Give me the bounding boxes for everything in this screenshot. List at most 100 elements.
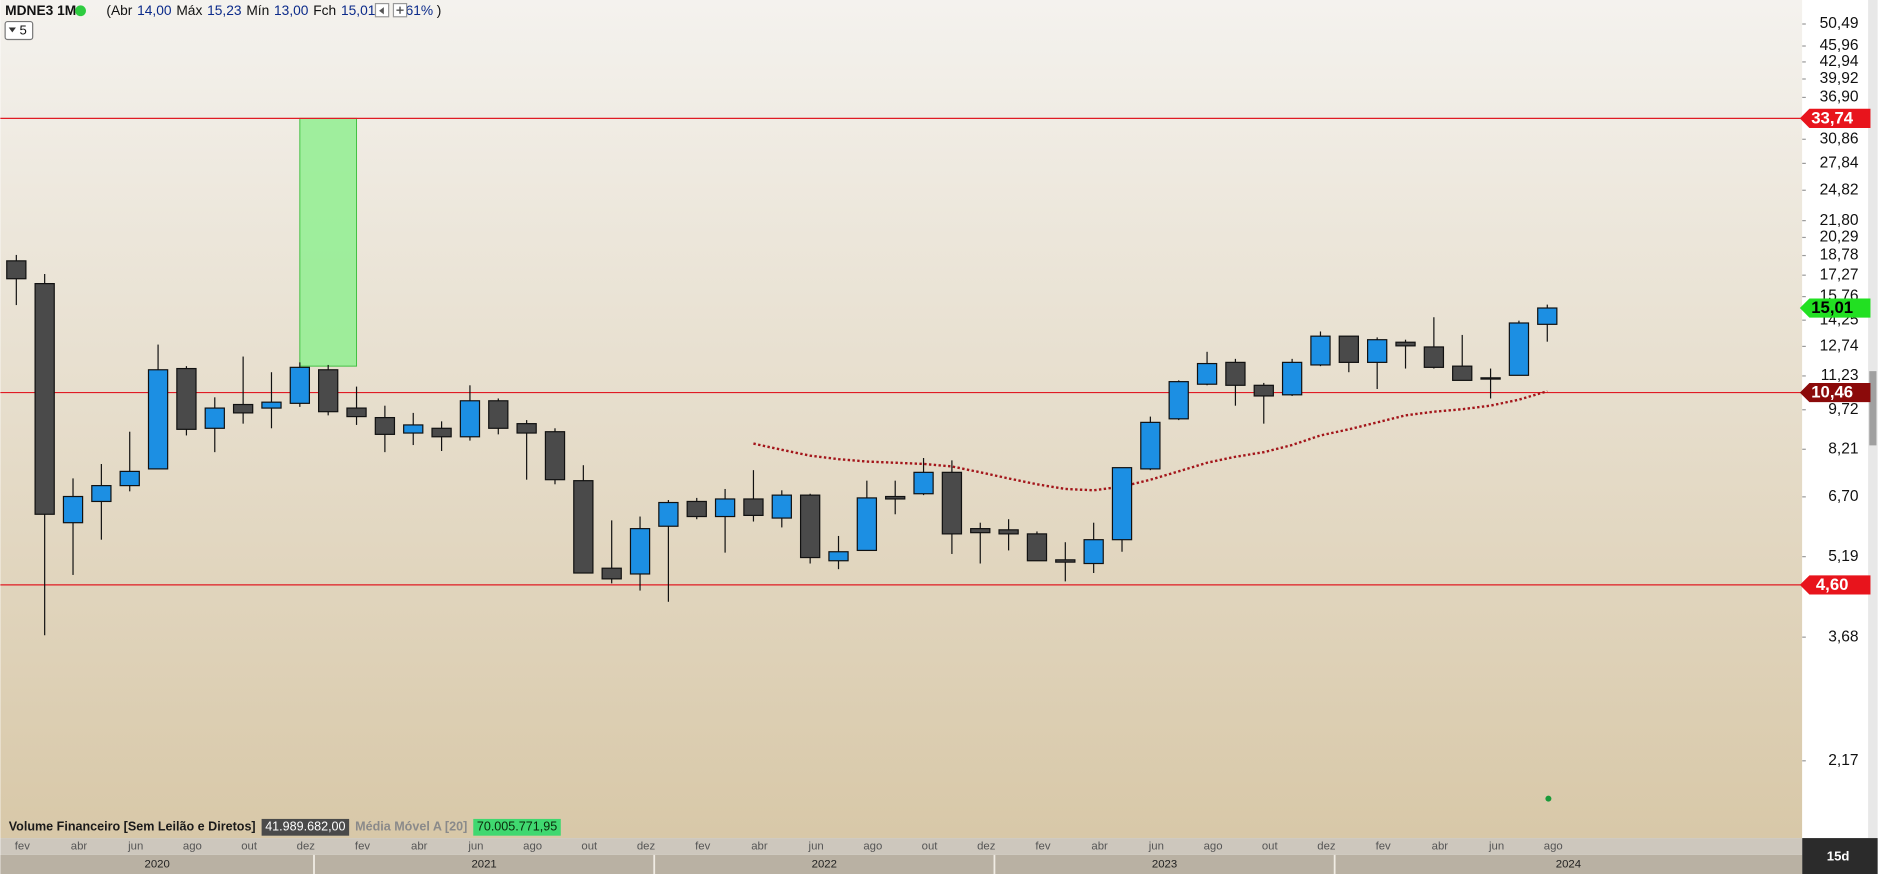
candle-body <box>771 494 792 519</box>
arrow-icon <box>379 7 384 15</box>
x-tick-label: fev <box>355 840 370 852</box>
volume-value-box <box>261 818 350 836</box>
candle-body <box>714 498 736 518</box>
y-tick-label: 9,72 <box>1828 401 1858 418</box>
x-tick-label: abr <box>751 840 768 852</box>
candle-body <box>232 403 254 414</box>
y-tick-label: 42,94 <box>1820 53 1859 70</box>
plus-icon <box>396 6 404 14</box>
candle-body <box>1196 362 1218 385</box>
timeframe[interactable]: 15d <box>1827 849 1850 864</box>
y-tick-label: 6,70 <box>1828 488 1859 505</box>
y-tick-label: 18,78 <box>1820 247 1859 264</box>
year-label: 2024 <box>1556 858 1581 870</box>
y-tick-label: 27,84 <box>1820 154 1859 171</box>
x-tick-label: ago <box>1204 840 1223 852</box>
x-tick-label: jun <box>808 840 824 852</box>
year-label: 2020 <box>145 858 170 870</box>
candle-body <box>62 495 84 524</box>
candle-body <box>1111 467 1133 541</box>
x-tick-label: out <box>922 840 939 852</box>
layer-zone <box>299 117 358 367</box>
field-value: 14,00 <box>137 2 172 17</box>
volume-ma-label: Média Móvel A [20] <box>355 820 467 834</box>
field-label: (Abr <box>106 2 132 17</box>
timeframe-box[interactable] <box>1802 838 1878 874</box>
x-tick-label: dez <box>637 840 656 852</box>
candle-body <box>459 400 481 438</box>
y-tick-label: 2,17 <box>1828 752 1858 769</box>
y-tick-label: 11,23 <box>1821 367 1859 384</box>
x-tick-label: ago <box>1544 840 1563 852</box>
candle-body <box>403 424 424 434</box>
price-axis-panel <box>1802 0 1878 839</box>
price-tag-label: 15,01 <box>1811 298 1853 317</box>
period-value[interactable]: 5 <box>20 23 27 38</box>
candle-body <box>1281 361 1303 396</box>
candle-body <box>1083 539 1104 565</box>
layer-tags: 33,74 10,46 4,60 15,01 <box>1799 108 1871 595</box>
x-tick-label: jun <box>127 840 143 852</box>
price-tag-label: 4,60 <box>1816 575 1849 594</box>
candle-body <box>1423 346 1445 368</box>
candle-body <box>1026 533 1048 562</box>
candle-body <box>941 471 963 535</box>
candle-body <box>147 369 169 470</box>
x-tick-label: abr <box>411 840 428 852</box>
header-buttons <box>374 2 408 18</box>
price-tag <box>1799 382 1871 403</box>
candle-body <box>91 485 112 503</box>
volume-ma-value-box <box>473 818 561 836</box>
year-label: 2022 <box>812 858 837 870</box>
dropdown-icon <box>8 27 16 33</box>
candle-body <box>998 529 1019 535</box>
candle-body <box>34 282 55 515</box>
volume-ma-value: 70.005.771,95 <box>477 820 557 834</box>
candle-body <box>1140 421 1161 470</box>
candle-body <box>1537 307 1558 325</box>
candle-body <box>1055 559 1076 563</box>
field-label: Máx <box>176 2 202 17</box>
x-tick-label: ago <box>863 840 882 852</box>
marker-dot <box>1545 795 1552 802</box>
x-tick-label: out <box>1262 840 1279 852</box>
y-tick-label: 20,29 <box>1820 229 1859 246</box>
field-value: 15,23 <box>207 2 242 17</box>
price-tag-label: 10,46 <box>1811 383 1853 402</box>
x-tick-label: jun <box>467 840 483 852</box>
x-tick-label: fev <box>1035 840 1050 852</box>
price-tag <box>1799 108 1871 128</box>
status-dot <box>75 5 86 17</box>
candle-body <box>913 471 934 495</box>
candle-body <box>1338 335 1359 363</box>
x-tick-label: jun <box>1148 840 1164 852</box>
candle-body <box>289 366 311 404</box>
candle-body <box>261 401 282 409</box>
candle-body <box>686 500 707 518</box>
candle-body <box>1366 339 1388 363</box>
period-button[interactable] <box>4 20 34 41</box>
candle-body <box>544 431 566 481</box>
candle-body <box>601 567 622 580</box>
candle-body <box>6 260 27 280</box>
y-tick-label: 21,80 <box>1820 212 1859 229</box>
candle-body <box>176 367 197 430</box>
volume-title: Volume Financeiro [Sem Leilão e Diretos] <box>9 820 256 834</box>
price-tag <box>1799 298 1871 318</box>
candle-body <box>828 551 849 562</box>
candle-body <box>885 495 906 500</box>
year-axis-row <box>0 854 1803 874</box>
candle-body <box>431 427 452 438</box>
y-tick-label: 45,96 <box>1820 37 1859 54</box>
x-tick-label: fev <box>1376 840 1391 852</box>
candle-body <box>516 423 537 434</box>
field-value: 13,00 <box>274 2 309 17</box>
scrollbar-thumb[interactable] <box>1869 371 1877 446</box>
y-tick-label: 39,92 <box>1820 70 1859 87</box>
price-tag-label: 33,74 <box>1811 108 1854 127</box>
candle-body <box>1395 341 1416 347</box>
y-tick-label: 5,19 <box>1828 548 1858 565</box>
x-tick-label: ago <box>523 840 542 852</box>
field-label: Fch <box>313 2 336 17</box>
